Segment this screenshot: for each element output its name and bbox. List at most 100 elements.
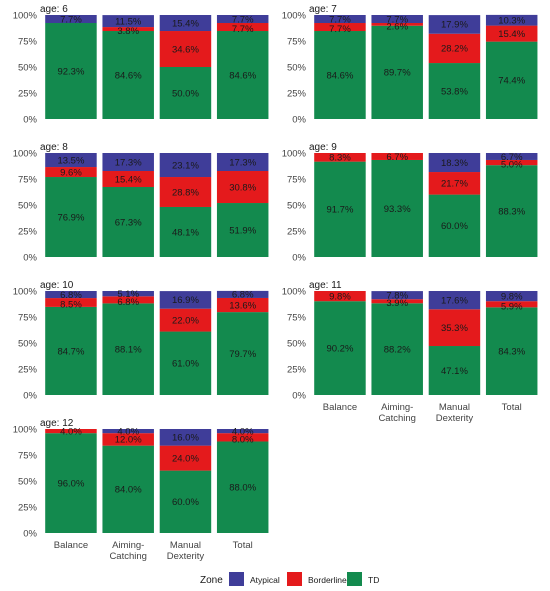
- y-tick-label: 0%: [292, 114, 306, 125]
- bar-segment-borderline: [102, 296, 154, 304]
- data-label-borderline: 13.6%: [229, 300, 256, 311]
- bar-segment-borderline: [45, 167, 97, 178]
- data-label-atypical: 15.4%: [172, 18, 199, 29]
- bar-segment-td: [159, 206, 212, 257]
- bar-segment-borderline: [102, 27, 154, 32]
- data-label-td: 47.1%: [441, 366, 468, 377]
- facet-panel: age: 120%25%50%75%100% 4.0%96.0%4.0%12.0%…: [13, 418, 269, 562]
- x-tick-line: Total: [502, 402, 522, 413]
- data-label-td: 88.3%: [498, 206, 525, 217]
- bar-segment-atypical: [485, 14, 538, 26]
- data-label-td: 90.2%: [326, 343, 353, 354]
- bar-segment-atypical: [159, 15, 212, 32]
- x-tick-line: Dexterity: [436, 413, 474, 424]
- data-label-borderline: 3.8%: [117, 26, 139, 37]
- y-tick-label: 75%: [287, 312, 307, 323]
- bar-segment-atypical: [45, 291, 97, 299]
- bar-segment-td: [485, 41, 538, 119]
- bar-segment-td: [485, 307, 538, 395]
- bar-segment-borderline: [216, 297, 269, 313]
- y-tick-label: 50%: [18, 338, 38, 349]
- data-label-td: 50.0%: [172, 88, 199, 99]
- bar-segment-td: [159, 470, 212, 533]
- bar-segment-atypical: [428, 15, 481, 34]
- data-label-td: 53.8%: [441, 86, 468, 97]
- bar-segment-td: [216, 203, 269, 257]
- data-label-atypical: 10.3%: [498, 16, 525, 27]
- data-label-borderline: 9.6%: [60, 167, 82, 178]
- data-label-atypical: 18.3%: [441, 158, 468, 169]
- bar-segment-td: [428, 63, 481, 119]
- y-tick-label: 25%: [18, 226, 38, 237]
- y-tick-label: 100%: [13, 10, 38, 21]
- data-label-atypical: 7.8%: [386, 290, 408, 301]
- legend: Zone Atypical Borderline TD: [200, 572, 379, 586]
- y-tick-label: 100%: [282, 286, 307, 297]
- facet-panel: age: 8 0% 25% 50% 75% 100% 13.5%9.6% 76.9% 17.3%…: [13, 142, 269, 263]
- y-tick-label: 50%: [287, 200, 307, 211]
- data-label-atypical: 7.7%: [232, 14, 254, 25]
- y-tick-label: 25%: [18, 88, 38, 99]
- bar-segment-td: [45, 177, 97, 257]
- y-tick-label: 50%: [287, 338, 307, 349]
- y-tick-label: 50%: [18, 200, 38, 211]
- bar-segment-td: [102, 303, 154, 395]
- facet-title: age: 11: [309, 280, 342, 291]
- x-tick-label: Manual Dexterity: [167, 540, 205, 562]
- y-tick-label: 75%: [18, 174, 38, 185]
- data-label-td: 88.0%: [229, 483, 256, 494]
- bar-segment-td: [314, 301, 366, 395]
- facet-panel: age: 6 0% 25% 50% 75% 100% 7.7% 92.3% 11.5%3.8% 8…: [13, 4, 269, 125]
- data-label-atypical: 4.0%: [117, 426, 139, 437]
- data-label-td: 61.0%: [172, 359, 199, 370]
- x-tick-line: Total: [233, 540, 253, 551]
- data-label-atypical: 17.6%: [441, 295, 468, 306]
- bar-segment-atypical: [485, 291, 538, 302]
- facet-title: age: 9: [309, 142, 337, 153]
- bar-segment-atypical: [102, 15, 154, 28]
- bar-segment-atypical: [45, 15, 97, 24]
- data-label-td: 91.7%: [326, 205, 353, 216]
- data-label-atypical: 17.3%: [115, 157, 142, 168]
- facet-panel: age: 11 0% 25% 50% 75% 100% 9.8% 90.2% 7.8%3.9% 8…: [282, 280, 538, 424]
- data-label-atypical: 7.7%: [329, 14, 351, 25]
- data-label-borderline: 21.7%: [441, 179, 468, 190]
- legend-label-td: TD: [368, 575, 379, 585]
- data-label-borderline: 3.9%: [386, 298, 408, 309]
- facet-panel: age: 70%25%50%75%100% 7.7%7.7%84.6%7.7%2.…: [282, 4, 538, 125]
- legend-swatch-td: [347, 572, 362, 586]
- data-label-atypical: 7.7%: [60, 14, 82, 25]
- bar-segment-atypical: [428, 291, 481, 310]
- data-label-atypical: 7.7%: [386, 14, 408, 25]
- bar-segment-atypical: [371, 15, 423, 24]
- y-tick-label: 0%: [23, 252, 37, 263]
- bar-segment-atypical: [216, 429, 269, 434]
- data-label-borderline: 7.7%: [232, 24, 254, 35]
- legend-label-borderline: Borderline: [308, 575, 347, 585]
- bar-segment-borderline: [428, 33, 481, 64]
- bar-segment-atypical: [102, 291, 154, 297]
- data-label-td: 74.4%: [498, 76, 525, 87]
- data-label-td: 67.3%: [115, 217, 142, 228]
- data-label-borderline: 30.8%: [229, 182, 256, 193]
- y-tick-label: 0%: [292, 390, 306, 401]
- data-label-atypical: 4.0%: [232, 426, 254, 437]
- data-label-td: 84.6%: [326, 70, 353, 81]
- data-label-borderline: 4.0%: [60, 426, 82, 437]
- data-label-atypical: 11.5%: [115, 16, 142, 27]
- bar-segment-atypical: [428, 153, 481, 173]
- data-label-td: 84.7%: [57, 346, 84, 357]
- facet-panel: age: 9 0% 25% 50% 75% 100% 8.3% 91.7% 6.7% 93.3% 1…: [282, 142, 538, 263]
- bar-segment-borderline: [428, 309, 481, 347]
- bar-segment-borderline: [485, 301, 538, 308]
- data-label-borderline: 6.8%: [117, 297, 139, 308]
- x-tick-line: Dexterity: [167, 551, 205, 562]
- legend-swatch-atypical: [229, 572, 244, 586]
- x-tick-label: Manual Dexterity: [436, 402, 474, 424]
- data-label-td: 76.9%: [57, 212, 84, 223]
- bar-segment-td: [216, 312, 269, 395]
- bar-segment-td: [159, 67, 212, 119]
- data-label-atypical: 17.3%: [229, 157, 256, 168]
- bar-segment-td: [45, 23, 97, 120]
- y-tick-label: 25%: [287, 364, 307, 375]
